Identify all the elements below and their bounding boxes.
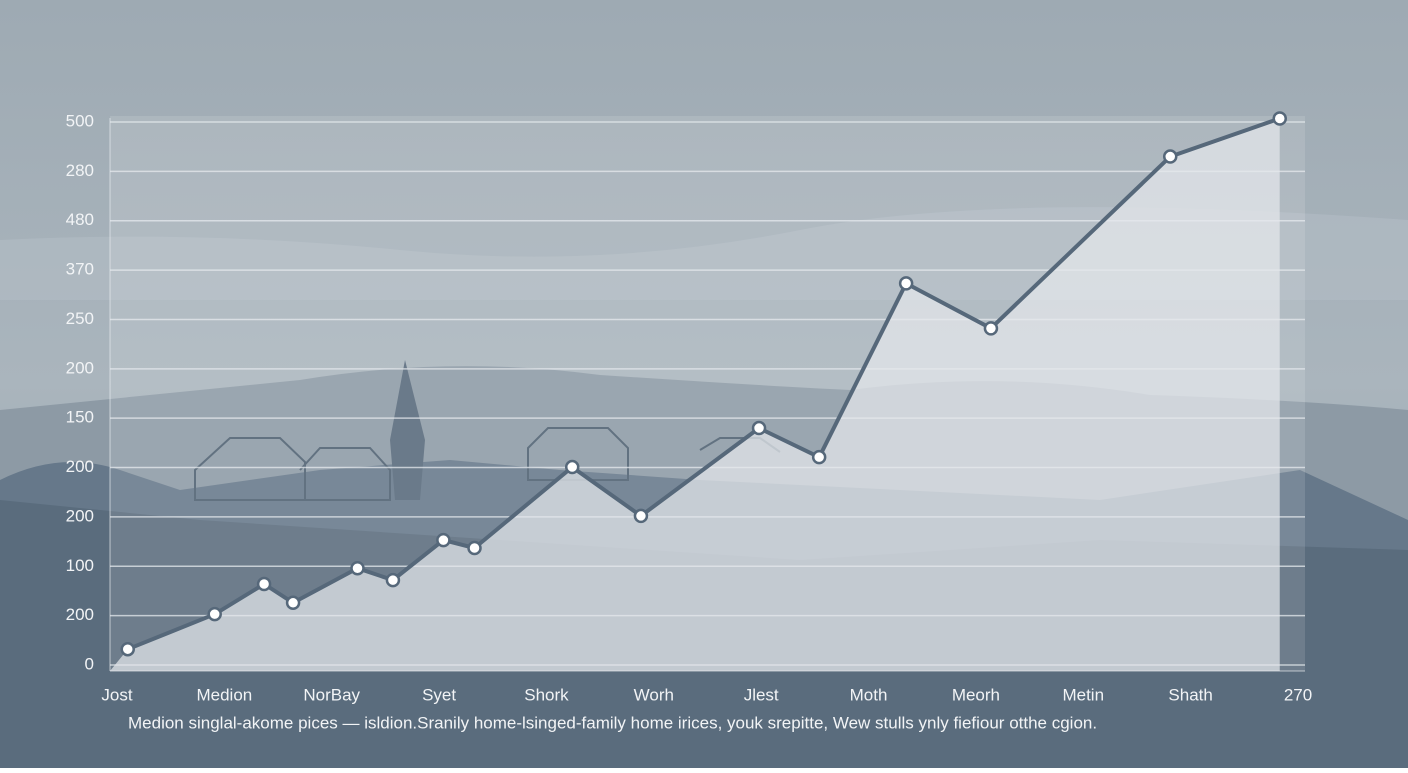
y-tick-label: 500	[66, 111, 94, 130]
y-tick-label: 0	[85, 654, 94, 673]
x-tick-label: 270	[1284, 685, 1312, 704]
y-tick-label: 480	[66, 210, 94, 229]
x-tick-label: Metin	[1062, 685, 1104, 704]
point	[436, 532, 451, 548]
point	[564, 459, 580, 475]
y-tick-label: 250	[66, 309, 94, 328]
y-tick-label: 200	[66, 605, 94, 624]
y-tick-label: 200	[66, 457, 94, 476]
x-tick-label: Medion	[196, 685, 252, 704]
x-tick-label: Meorh	[952, 685, 1000, 704]
y-tick-label: 100	[66, 556, 94, 575]
line	[126, 116, 1281, 652]
x-tick-label: NorBay	[303, 685, 360, 704]
y-tick-label: 370	[66, 260, 94, 279]
x-tick-label: Syet	[422, 685, 456, 704]
point	[120, 641, 135, 657]
point	[983, 321, 999, 336]
x-tick-label: Moth	[850, 685, 888, 704]
point	[1272, 111, 1287, 126]
point	[256, 576, 272, 592]
tree	[390, 360, 425, 500]
point	[207, 606, 222, 622]
point	[751, 420, 767, 436]
point	[811, 449, 827, 465]
point	[467, 540, 482, 556]
point	[633, 508, 649, 524]
y-tick-label: 200	[66, 358, 94, 377]
x-tick-label: Jost	[101, 685, 132, 704]
x-tick-label: Shath	[1168, 685, 1212, 704]
point	[1162, 149, 1178, 164]
point	[350, 560, 365, 576]
x-tick-label: Jlest	[744, 685, 779, 704]
area	[110, 118, 1280, 671]
point	[285, 595, 301, 611]
caption: Medion singlal-akome pices — isldion.Sra…	[128, 713, 1097, 732]
y-tick-label: 280	[66, 161, 94, 180]
point	[898, 276, 914, 291]
x-tick-label: Shork	[524, 685, 569, 704]
y-tick-label: 200	[66, 506, 94, 525]
y-tick-label: 150	[66, 408, 94, 427]
point	[385, 572, 401, 588]
x-tick-label: Worh	[634, 685, 674, 704]
